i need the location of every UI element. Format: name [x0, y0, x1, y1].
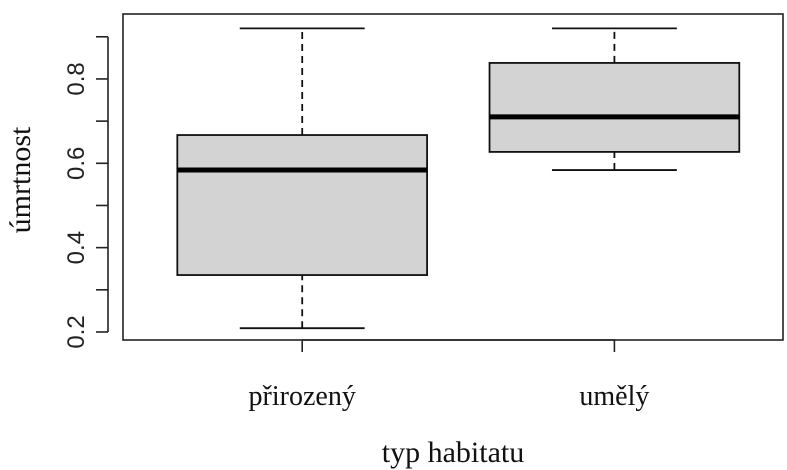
y-tick-label: 0.2: [63, 315, 90, 348]
y-tick-label: 0.6: [63, 147, 90, 180]
box: [176, 134, 428, 276]
x-tick-label: přirozený: [249, 381, 356, 412]
x-axis-label: typ habitatu: [382, 436, 524, 469]
y-axis-label: úmrtnost: [4, 126, 37, 233]
box: [488, 62, 741, 153]
y-tick-label: 0.4: [63, 231, 90, 264]
x-tick-label: umělý: [579, 381, 649, 412]
y-tick-label: 0.8: [63, 62, 90, 95]
